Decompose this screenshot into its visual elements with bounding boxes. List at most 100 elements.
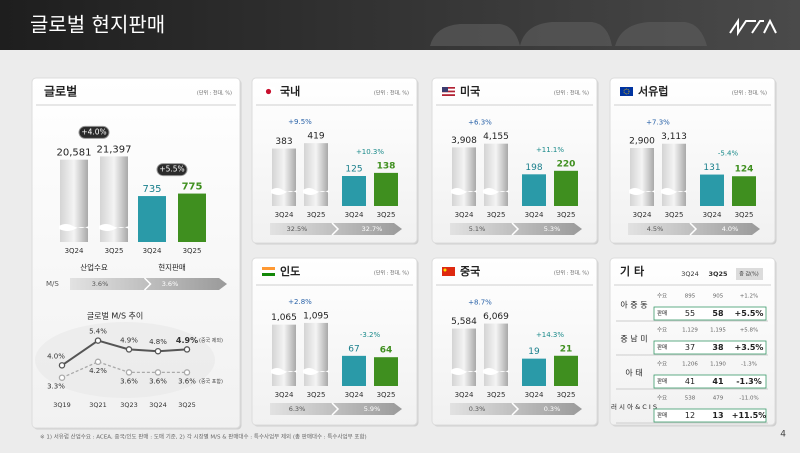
- value-label: 775: [182, 182, 203, 193]
- ms-band: [450, 223, 582, 235]
- flag: [443, 268, 447, 272]
- point-label: 3.6%: [178, 377, 196, 385]
- panel-title: 기 타: [620, 264, 645, 278]
- value-label: 1,065: [271, 313, 297, 323]
- x-tick-label: 3Q25: [557, 391, 576, 399]
- axis-break: [483, 368, 509, 375]
- bar: [374, 357, 398, 386]
- value-label: 21: [560, 344, 573, 354]
- axis-break: [451, 368, 477, 375]
- cell: +3.5%: [735, 343, 764, 352]
- ms-value: 0.3%: [469, 405, 486, 413]
- bar: [522, 358, 546, 386]
- series-name: (중국 포함): [199, 378, 223, 385]
- cell: 41: [685, 377, 695, 386]
- point-label: 4.0%: [47, 352, 65, 360]
- point-label: 4.2%: [89, 367, 107, 375]
- bar: [304, 143, 328, 206]
- sales-box: [653, 374, 767, 389]
- value-label: 20,581: [57, 148, 92, 159]
- cell: 538: [685, 396, 696, 402]
- flag: [262, 267, 275, 270]
- axis-break: [271, 368, 297, 375]
- point-label: 4.9%: [176, 336, 198, 345]
- footnote: ※ 1) 서유럽 산업수요 : ACEA, 중국/인도 판매 : 도매 기준, …: [40, 433, 367, 441]
- axis-break: [271, 188, 297, 195]
- cell: 수요: [657, 327, 667, 334]
- ms-label: M/S: [46, 280, 59, 288]
- value-label: 124: [735, 165, 754, 175]
- x-tick-label: 3Q24: [275, 391, 294, 399]
- bar: [522, 174, 546, 206]
- bar: [700, 174, 724, 206]
- cell: +11.5%: [732, 411, 766, 420]
- group-label: 현지판매: [158, 263, 186, 272]
- value-label: 3,908: [451, 136, 477, 146]
- point: [183, 369, 191, 376]
- point-label: 4.8%: [149, 338, 167, 346]
- value-label: 125: [345, 165, 362, 175]
- ms-divider: [689, 222, 698, 236]
- point: [58, 362, 66, 369]
- bar: [374, 172, 398, 206]
- flag: [623, 88, 630, 95]
- bar: [342, 176, 366, 206]
- x-tick-label: 3Q25: [183, 247, 202, 255]
- panel-title: 서유럽: [638, 84, 668, 98]
- growth-label: +8.7%: [468, 299, 492, 307]
- bar: [304, 322, 328, 386]
- x-tick-label: 3Q25: [735, 211, 754, 219]
- x-tick-label: 3Q25: [307, 391, 326, 399]
- point: [154, 369, 162, 376]
- car-silhouettes: [430, 22, 707, 46]
- x-tick-label: 3Q24: [455, 211, 474, 219]
- unit-label: (단위 : 천대, %): [197, 90, 232, 97]
- ms-band: [628, 223, 760, 235]
- bar: [662, 143, 686, 206]
- panel-title: 중국: [460, 265, 480, 278]
- value-label: 131: [703, 163, 720, 173]
- column-header: 3Q25: [708, 270, 728, 278]
- cell: 38: [712, 343, 724, 352]
- column-shade: [736, 268, 763, 280]
- page-title: 글로벌 현지판매: [30, 13, 165, 37]
- x-tick-label: 3Q24: [345, 391, 364, 399]
- ms-value: 32.7%: [362, 225, 383, 233]
- region-label: 러 시 아 & C I S: [611, 402, 657, 411]
- cell: 판매: [657, 309, 667, 317]
- cell: +5.5%: [735, 309, 764, 318]
- axis-break: [59, 224, 89, 231]
- value-label: 735: [142, 184, 161, 195]
- growth-label: +2.8%: [288, 298, 312, 306]
- cell: 12: [685, 411, 695, 420]
- point: [125, 369, 133, 376]
- sales-box: [653, 340, 767, 355]
- value-label: 1,095: [303, 311, 329, 321]
- axis-break: [661, 188, 687, 195]
- ms-value: 0.3%: [544, 405, 561, 413]
- map-backdrop: [35, 322, 215, 398]
- sales-box: [653, 306, 767, 321]
- cell: 55: [685, 309, 695, 318]
- flag: [442, 88, 455, 91]
- point: [154, 347, 162, 355]
- cell: +5.8%: [740, 328, 759, 334]
- flag: [262, 273, 275, 276]
- value-label: 198: [525, 163, 542, 173]
- x-tick-label: 3Q19: [53, 401, 71, 409]
- ms-value: 3.6%: [92, 280, 109, 288]
- point-label: 3.6%: [120, 377, 138, 385]
- point: [58, 374, 66, 381]
- growth-label: +14.3%: [536, 331, 564, 339]
- ms-value: 4.0%: [722, 225, 739, 233]
- group-label: 산업수요: [80, 262, 108, 272]
- unit-label: (단위 : 천대, %): [554, 270, 589, 277]
- unit-label: (단위 : 천대, %): [374, 90, 409, 97]
- axis-break: [303, 188, 329, 195]
- unit-label: (단위 : 천대, %): [732, 90, 767, 97]
- value-label: 64: [380, 346, 393, 356]
- flag: [442, 87, 455, 89]
- ms-band: [270, 223, 402, 235]
- ms-value: 5.1%: [469, 225, 486, 233]
- point-label: 3.6%: [149, 377, 167, 385]
